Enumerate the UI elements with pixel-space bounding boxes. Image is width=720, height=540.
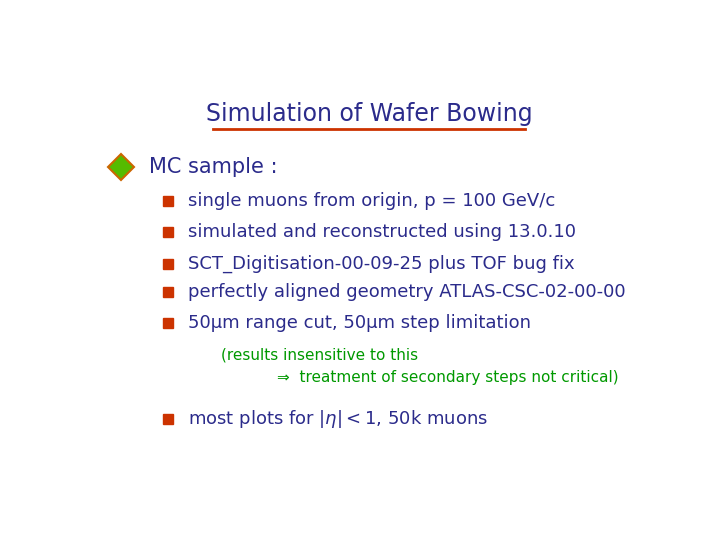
Text: ⇒  treatment of secondary steps not critical): ⇒ treatment of secondary steps not criti… (277, 370, 618, 385)
Text: single muons from origin, p = 100 GeV/c: single muons from origin, p = 100 GeV/c (188, 192, 555, 210)
Text: most plots for $|\eta|<1$, 50k muons: most plots for $|\eta|<1$, 50k muons (188, 408, 488, 430)
Text: (results insensitive to this: (results insensitive to this (221, 347, 418, 362)
Text: Simulation of Wafer Bowing: Simulation of Wafer Bowing (206, 102, 532, 126)
Text: SCT_Digitisation-00-09-25 plus TOF bug fix: SCT_Digitisation-00-09-25 plus TOF bug f… (188, 254, 575, 273)
Text: MC sample :: MC sample : (148, 157, 277, 177)
Text: simulated and reconstructed using 13.0.10: simulated and reconstructed using 13.0.1… (188, 224, 576, 241)
Text: perfectly aligned geometry ATLAS-CSC-02-00-00: perfectly aligned geometry ATLAS-CSC-02-… (188, 284, 625, 301)
Text: 50μm range cut, 50μm step limitation: 50μm range cut, 50μm step limitation (188, 314, 531, 332)
